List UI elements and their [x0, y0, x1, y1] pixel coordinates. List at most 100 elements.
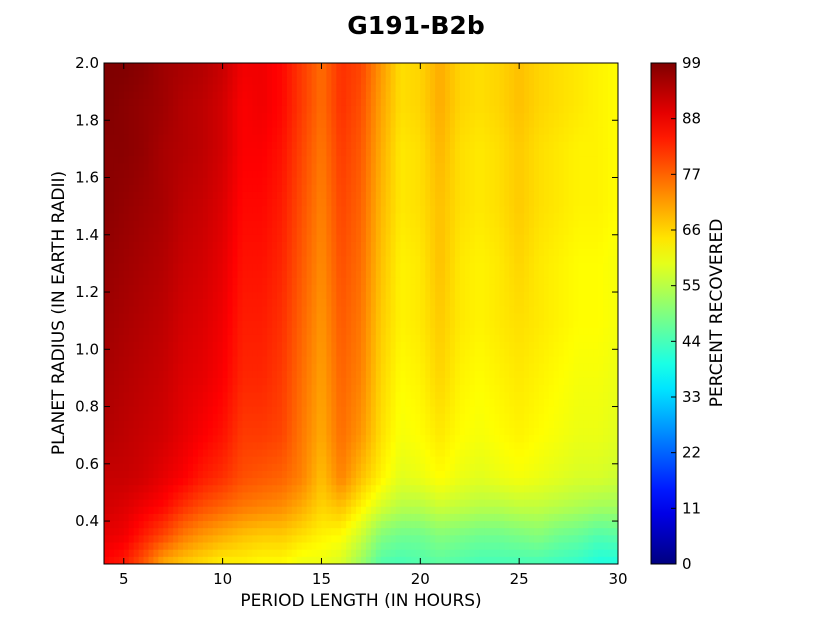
- heatmap-cell: [459, 91, 466, 100]
- heatmap-cell: [267, 277, 273, 286]
- heatmap-cell: [489, 163, 496, 171]
- heatmap-cell: [558, 377, 565, 386]
- heatmap-cell: [598, 234, 604, 243]
- heatmap-cell: [509, 334, 515, 343]
- heatmap-cell: [524, 127, 530, 136]
- heatmap-cell: [237, 392, 243, 400]
- heatmap-cell: [153, 227, 159, 236]
- heatmap-cell: [163, 156, 169, 164]
- heatmap-cell: [440, 292, 446, 300]
- heatmap-cell: [454, 134, 461, 143]
- heatmap-cell: [553, 241, 560, 250]
- heatmap-cell: [291, 134, 298, 143]
- heatmap-cell: [449, 141, 456, 150]
- heatmap-cell: [286, 84, 293, 93]
- heatmap-cell: [529, 313, 535, 322]
- heatmap-cell: [173, 227, 179, 236]
- heatmap-cell: [321, 98, 327, 107]
- heatmap-cell: [237, 220, 243, 229]
- heatmap-cell: [484, 349, 491, 358]
- heatmap-cell: [291, 184, 298, 193]
- heatmap-cell: [603, 327, 609, 336]
- heatmap-cell: [425, 342, 431, 350]
- heatmap-cell: [217, 363, 224, 372]
- heatmap-cell: [365, 263, 372, 272]
- heatmap-cell: [445, 134, 451, 143]
- heatmap-cell: [247, 363, 253, 372]
- heatmap-cell: [178, 220, 184, 229]
- heatmap-cell: [321, 306, 327, 315]
- heatmap-cell: [390, 220, 397, 229]
- heatmap-cell: [430, 206, 436, 214]
- heatmap-cell: [153, 84, 159, 93]
- heatmap-cell: [133, 127, 140, 136]
- heatmap-cell: [533, 191, 540, 200]
- heatmap-cell: [133, 320, 140, 329]
- heatmap-cell: [385, 320, 392, 329]
- heatmap-cell: [415, 349, 421, 358]
- heatmap-cell: [192, 370, 199, 379]
- heatmap-cell: [583, 91, 589, 100]
- heatmap-cell: [484, 213, 491, 222]
- heatmap-cell: [128, 334, 135, 343]
- heatmap-cell: [143, 306, 150, 315]
- heatmap-cell: [538, 327, 545, 336]
- heatmap-cell: [207, 70, 214, 78]
- heatmap-cell: [588, 263, 594, 272]
- heatmap-cell: [578, 91, 584, 100]
- heatmap-cell: [168, 234, 174, 243]
- heatmap-cell: [558, 363, 565, 372]
- heatmap-cell: [568, 313, 575, 322]
- heatmap-cell: [197, 227, 204, 236]
- heatmap-cell: [529, 134, 535, 143]
- heatmap-cell: [212, 120, 219, 129]
- heatmap-cell: [395, 177, 402, 186]
- heatmap-cell: [207, 306, 214, 315]
- heatmap-cell: [489, 349, 496, 358]
- heatmap-cell: [272, 134, 278, 143]
- heatmap-cell: [227, 306, 234, 315]
- heatmap-cell: [400, 241, 407, 250]
- heatmap-cell: [415, 399, 421, 408]
- heatmap-cell: [217, 91, 224, 100]
- heatmap-cell: [311, 91, 318, 100]
- heatmap-cell: [479, 377, 486, 386]
- heatmap-cell: [138, 320, 145, 329]
- heatmap-cell: [197, 270, 204, 279]
- heatmap-cell: [281, 370, 288, 379]
- heatmap-cell: [533, 77, 540, 86]
- heatmap-cell: [504, 156, 510, 164]
- heatmap-cell: [316, 370, 323, 379]
- heatmap-cell: [361, 184, 367, 193]
- heatmap-cell: [484, 191, 491, 200]
- heatmap-cell: [390, 134, 397, 143]
- heatmap-cell: [598, 191, 604, 200]
- heatmap-cell: [316, 363, 323, 372]
- heatmap-cell: [306, 249, 313, 257]
- heatmap-cell: [370, 227, 377, 236]
- heatmap-cell: [272, 306, 278, 315]
- heatmap-cell: [613, 213, 618, 222]
- heatmap-cell: [272, 170, 278, 179]
- heatmap-cell: [104, 385, 110, 393]
- heatmap-cell: [415, 105, 421, 114]
- heatmap-cell: [336, 120, 342, 129]
- heatmap-cell: [173, 392, 179, 400]
- heatmap-cell: [608, 342, 614, 350]
- heatmap-cell: [237, 213, 243, 222]
- heatmap-cell: [380, 342, 387, 350]
- heatmap-cell: [202, 220, 209, 229]
- heatmap-cell: [558, 227, 565, 236]
- heatmap-cell: [415, 234, 421, 243]
- heatmap-cell: [573, 249, 580, 257]
- heatmap-cell: [183, 141, 189, 150]
- heatmap-cell: [247, 105, 253, 114]
- heatmap-cell: [583, 342, 589, 350]
- heatmap-cell: [385, 249, 392, 257]
- heatmap-cell: [326, 113, 332, 121]
- heatmap-cell: [365, 84, 372, 93]
- heatmap-cell: [494, 220, 500, 229]
- heatmap-cell: [613, 370, 618, 379]
- heatmap-cell: [118, 385, 125, 393]
- heatmap-cell: [321, 270, 327, 279]
